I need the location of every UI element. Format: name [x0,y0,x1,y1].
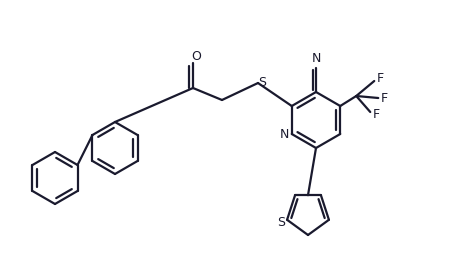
Text: S: S [276,216,285,229]
Text: F: F [380,91,387,105]
Text: N: N [311,52,320,64]
Text: N: N [280,127,289,141]
Text: F: F [372,108,379,120]
Text: F: F [376,73,383,85]
Text: S: S [257,76,265,90]
Text: O: O [190,49,201,63]
